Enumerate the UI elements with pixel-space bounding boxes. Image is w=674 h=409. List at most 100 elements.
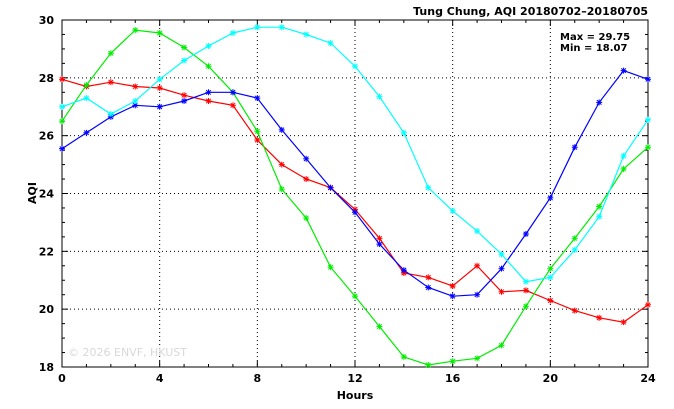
data-point: [254, 137, 261, 144]
axis-ticks: 0 4 8 12 16 20 24 18 20 22 24 26 28 30: [39, 14, 656, 385]
data-point: [425, 361, 432, 368]
data-point: [59, 103, 65, 110]
data-point: [547, 194, 554, 201]
data-point: [278, 126, 285, 133]
data-point: [352, 63, 358, 70]
data-point: [522, 230, 529, 237]
y-tick-label: 26: [39, 130, 55, 143]
data-point: [474, 291, 481, 298]
x-tick-label: 8: [254, 372, 262, 385]
data-point: [156, 76, 163, 83]
y-tick-label: 20: [39, 303, 55, 316]
data-point: [327, 264, 334, 271]
series-layer: [59, 24, 651, 368]
data-point: [229, 89, 236, 96]
data-point: [132, 102, 139, 109]
data-point: [132, 97, 139, 104]
data-point: [522, 303, 529, 310]
data-point: [498, 288, 505, 295]
data-point: [229, 102, 236, 109]
data-point: [83, 82, 90, 89]
data-point: [596, 203, 603, 210]
x-tick-label: 0: [58, 372, 66, 385]
data-point: [449, 358, 456, 365]
data-point: [156, 84, 163, 91]
data-point: [571, 235, 578, 242]
data-point: [278, 161, 285, 168]
data-point: [620, 67, 627, 74]
data-point: [352, 293, 358, 300]
data-point: [400, 267, 407, 274]
data-point: [376, 93, 383, 100]
y-axis-label: AQI: [26, 182, 39, 204]
data-point: [522, 287, 529, 294]
data-point: [376, 241, 383, 248]
data-point: [303, 155, 310, 162]
data-point: [303, 215, 310, 222]
data-point: [620, 152, 627, 159]
data-point: [645, 116, 651, 123]
data-point: [376, 235, 383, 242]
data-point: [156, 103, 163, 110]
y-tick-label: 18: [39, 361, 54, 374]
data-point: [620, 319, 627, 326]
x-tick-label: 4: [156, 372, 164, 385]
data-point: [425, 184, 432, 191]
series-2: [59, 67, 651, 300]
data-point: [205, 89, 212, 96]
data-point: [205, 97, 212, 104]
data-point: [254, 95, 261, 102]
data-point: [303, 31, 310, 38]
data-point: [327, 184, 334, 191]
data-point: [474, 355, 481, 362]
data-point: [425, 274, 432, 281]
data-point: [132, 83, 139, 90]
data-point: [547, 265, 554, 272]
x-axis-label: Hours: [337, 389, 374, 402]
min-annotation: Min = 18.07: [560, 43, 628, 54]
data-point: [620, 165, 627, 172]
series-1: [59, 27, 651, 368]
data-point: [205, 43, 212, 50]
series-3: [59, 24, 651, 285]
data-point: [474, 228, 481, 235]
watermark: © 2026 ENVF, HKUST: [68, 346, 187, 359]
data-point: [303, 176, 310, 183]
data-point: [571, 246, 578, 253]
data-point: [425, 284, 432, 291]
data-point: [59, 145, 65, 152]
data-point: [571, 307, 578, 314]
data-point: [596, 314, 603, 321]
y-tick-label: 28: [39, 72, 54, 85]
data-point: [181, 97, 188, 104]
data-point: [352, 209, 358, 216]
data-point: [498, 342, 505, 349]
data-point: [596, 99, 603, 106]
y-tick-label: 22: [39, 245, 54, 258]
data-point: [254, 128, 261, 135]
data-point: [278, 24, 285, 31]
data-point: [327, 40, 334, 47]
data-point: [400, 129, 407, 136]
x-tick-label: 20: [543, 372, 559, 385]
data-point: [400, 353, 407, 360]
x-tick-label: 16: [445, 372, 461, 385]
data-point: [254, 24, 261, 31]
data-point: [645, 76, 651, 83]
data-point: [474, 262, 481, 269]
max-annotation: Max = 29.75: [560, 32, 630, 43]
data-point: [596, 213, 603, 220]
y-tick-label: 24: [39, 188, 55, 201]
data-point: [181, 92, 188, 99]
data-point: [449, 293, 456, 300]
data-point: [107, 110, 114, 117]
y-tick-label: 30: [39, 14, 55, 27]
data-point: [83, 95, 90, 102]
grid-lines: [62, 20, 648, 367]
data-point: [107, 79, 114, 86]
data-point: [59, 76, 65, 83]
data-point: [181, 44, 188, 51]
data-point: [107, 50, 114, 57]
data-point: [376, 323, 383, 330]
